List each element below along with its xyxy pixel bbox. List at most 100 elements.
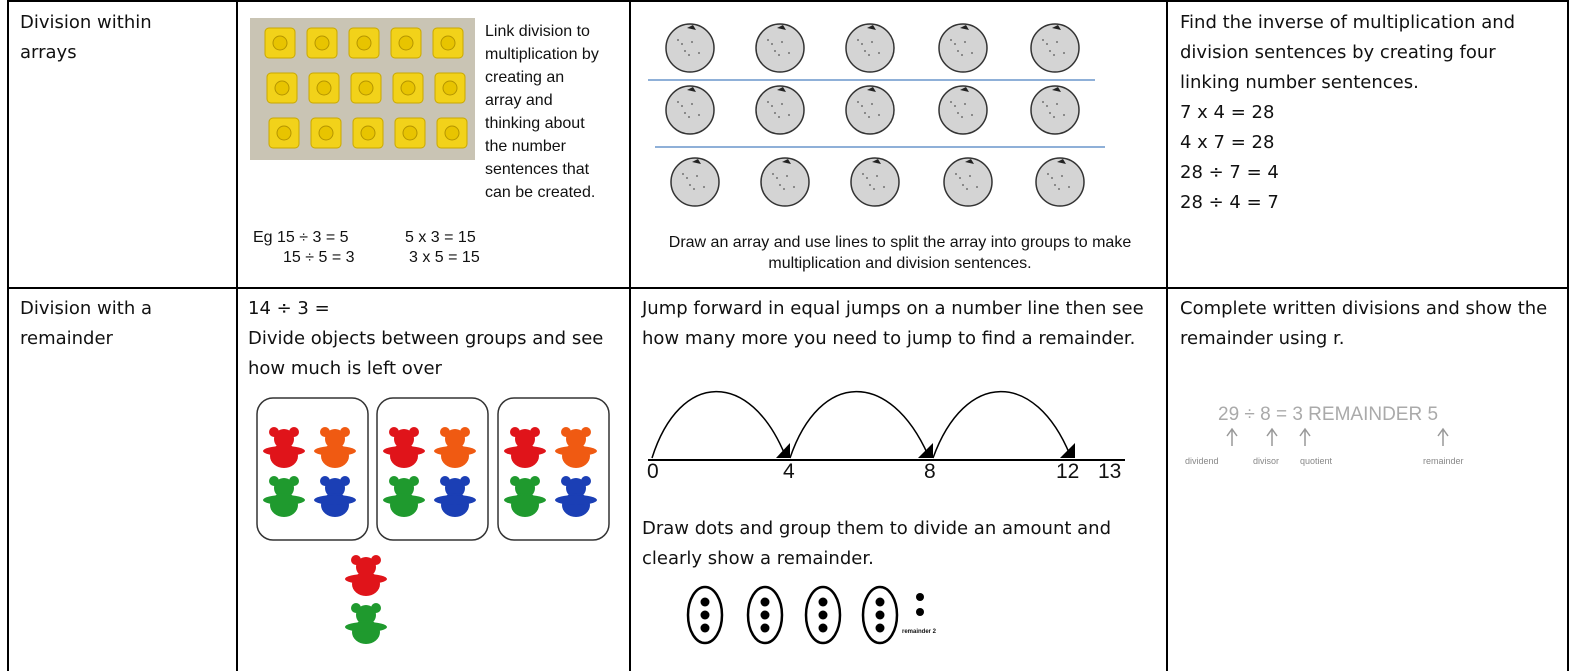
arrowhead [1060,443,1075,458]
fruit-dot [1068,186,1070,188]
bear [345,555,387,596]
bear [345,603,387,644]
bear-head [274,429,294,449]
arrowheads [776,443,1075,458]
bear [555,476,597,517]
fruit-dot [693,188,695,190]
fruit-dot [689,184,691,186]
fruit-stem [872,159,881,164]
fruit-dot [788,52,790,54]
question: 14 ÷ 3 = [248,298,330,319]
fruit-dot [781,41,783,43]
bear-head [356,605,376,625]
nl-label: 13 [1098,460,1122,483]
dot [875,623,885,633]
bear-head [515,429,535,449]
fruit-dot [1049,50,1051,52]
fruit-dot [878,114,880,116]
bear-arms [345,574,387,584]
fruit-stem [960,25,969,30]
fruit-dot [1056,103,1058,105]
example: 3 x 5 = 15 [409,249,480,266]
fruit-dot [698,114,700,116]
sentence: 28 ÷ 7 = 4 [1180,162,1279,183]
fruit-dot [1042,101,1044,103]
term-label: remainder [1423,456,1464,466]
bear-arms [555,446,597,456]
fruit-dot [771,43,773,45]
dot [875,597,885,607]
fruit [755,85,805,135]
bear-head [445,429,465,449]
bear-arms [434,446,476,456]
topic: Division within arrays [20,12,152,63]
arrowhead [776,443,790,458]
fruit-dot [681,105,683,107]
fruit-dot [866,177,868,179]
label-arrows [1226,427,1449,446]
fruit-dot [971,52,973,54]
dot [700,623,710,633]
fruit-dot [869,184,871,186]
bear [383,427,425,468]
fruit-dot [950,39,952,41]
arrow [1437,427,1449,446]
fruit-dot [774,50,776,52]
topic: Division with a remainder [20,298,152,349]
fruit-dot [878,52,880,54]
fruit-dot [691,41,693,43]
bear [504,427,546,468]
fruit [938,85,988,135]
fruit-dot [862,173,864,175]
fruit-dot [684,50,686,52]
fruit-dot [698,52,700,54]
fruit-dot [696,175,698,177]
fruit-dot [778,54,780,56]
bear-arms [314,446,356,456]
dot-group [686,585,724,645]
fruit-dot [857,101,859,103]
fruit-dot [1047,173,1049,175]
bear-head [325,429,345,449]
fruit-dot [1061,175,1063,177]
fruit-dot [1046,105,1048,107]
sentence: 4 x 7 = 28 [1180,132,1275,153]
dot [760,610,770,620]
example: 5 x 3 = 15 [405,229,476,246]
fruit [760,157,810,207]
cube-stud [444,125,460,141]
fruit-dot [1063,114,1065,116]
bear-head [325,478,345,498]
fruit-dot [681,43,683,45]
fruit-dot [1058,188,1060,190]
fruit-dot [1049,112,1051,114]
sentence: 28 ÷ 4 = 7 [1180,192,1279,213]
fruit-dot [1046,43,1048,45]
fruit-stem [867,25,876,30]
fruit-stem [782,159,791,164]
cell-text: Link division to multiplication by creat… [252,20,602,204]
group-box [497,397,610,541]
fruit-dot [688,116,690,118]
group-box [376,397,489,541]
fruit-stem [777,25,786,30]
fruit [943,157,993,207]
fruit-stem [1052,25,1061,30]
fruit-dot [771,105,773,107]
bear-head [445,478,465,498]
bear [314,476,356,517]
fruit-dot [873,188,875,190]
term-label: quotient [1300,456,1333,466]
nl-label: 4 [783,460,795,483]
fruit-dot [778,116,780,118]
cube-stud [276,125,292,141]
bear-arms [504,446,546,456]
dot [818,623,828,633]
fruit [1030,23,1080,73]
dot-group [746,585,784,645]
bear [434,427,476,468]
bear [434,476,476,517]
bear [263,427,305,468]
fruit-stem [1057,159,1066,164]
